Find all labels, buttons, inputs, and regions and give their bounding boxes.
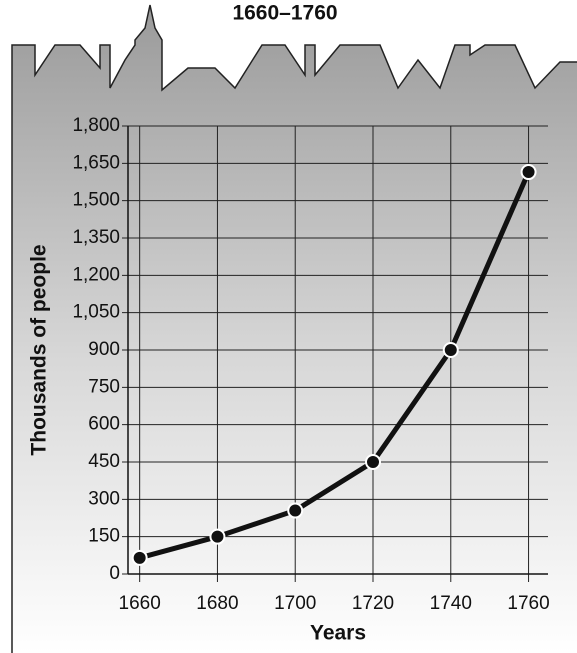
chart-title: 1660–1760 — [232, 2, 337, 25]
y-tick-label: 450 — [88, 451, 120, 472]
x-axis-label: Years — [310, 622, 366, 645]
y-tick-label: 1,500 — [72, 190, 120, 211]
skyline-background — [12, 5, 577, 653]
x-tick-label: 1760 — [507, 593, 549, 614]
data-point — [287, 502, 304, 519]
y-tick-label: 600 — [88, 414, 120, 435]
data-point — [520, 164, 537, 181]
data-point — [442, 342, 459, 358]
y-tick-label: 300 — [88, 488, 120, 509]
y-tick-label: 1,800 — [72, 115, 120, 136]
x-tick-label: 1700 — [274, 593, 316, 614]
y-tick-label: 900 — [88, 339, 120, 360]
x-tick-label: 1660 — [119, 593, 161, 614]
x-tick-label: 1740 — [430, 593, 472, 614]
y-tick-label: 1,200 — [72, 264, 120, 285]
data-point — [131, 549, 148, 566]
data-point — [209, 528, 226, 545]
y-tick-label: 1,050 — [72, 302, 120, 323]
y-tick-label: 0 — [109, 563, 120, 584]
data-line — [139, 171, 531, 561]
y-tick-label: 1,350 — [72, 227, 120, 248]
y-tick-label: 150 — [88, 526, 120, 547]
y-axis-label: Thousands of people — [28, 244, 51, 455]
data-point — [365, 454, 381, 470]
y-tick-label: 1,650 — [72, 152, 120, 173]
y-tick-label: 750 — [88, 376, 120, 397]
x-tick-label: 1720 — [352, 593, 394, 614]
x-tick-label: 1680 — [196, 593, 238, 614]
skyline-outline — [11, 4, 577, 653]
